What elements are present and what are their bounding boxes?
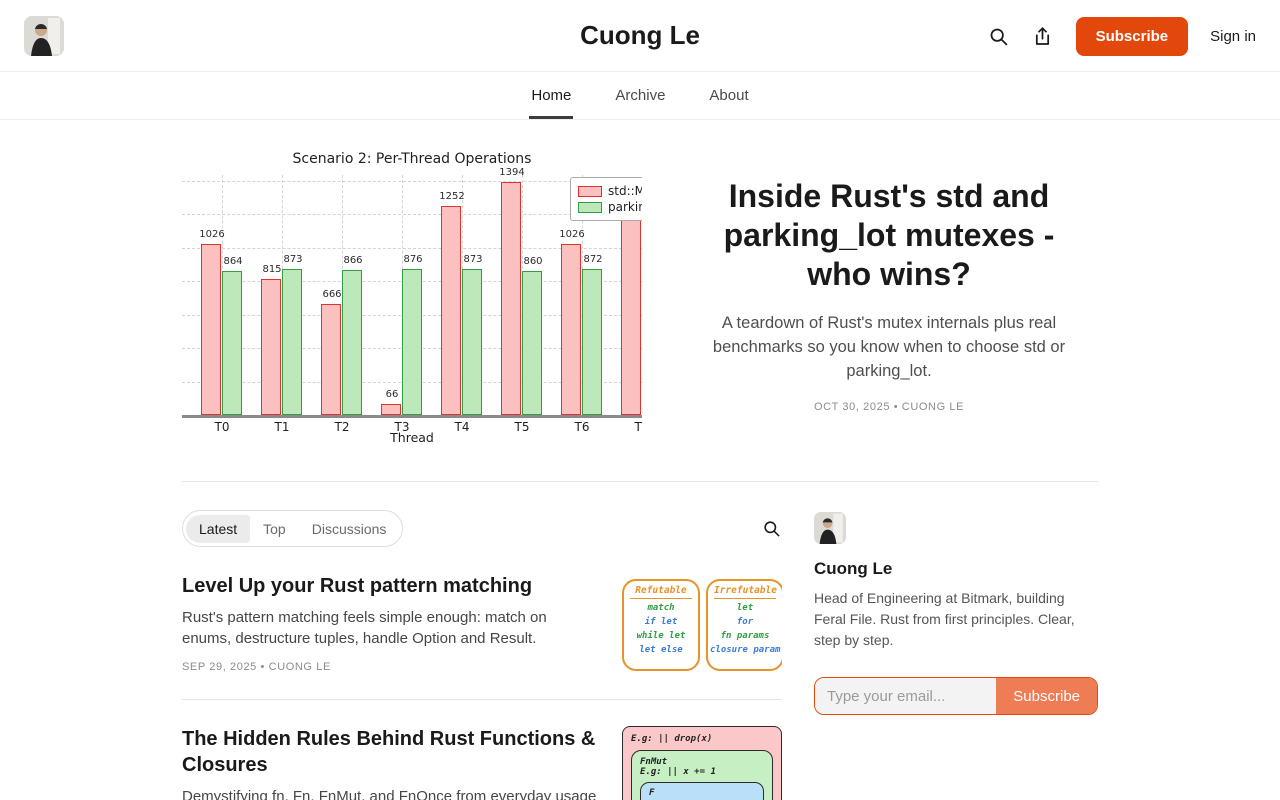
bar-parking_lot-T6 xyxy=(582,269,602,415)
bar-value-label: 860 xyxy=(523,256,543,268)
post-description: Rust's pattern matching feels simple eno… xyxy=(182,609,547,647)
bar-parking_lot-T4 xyxy=(462,269,482,415)
chart-title: Scenario 2: Per-Thread Operations xyxy=(292,151,532,167)
author-bio: Head of Engineering at Bitmark, building… xyxy=(814,590,1075,648)
bar-std::Mutex-T7 xyxy=(621,207,641,415)
x-tick-label: T5 xyxy=(514,420,530,434)
bar-std::Mutex-T0 xyxy=(201,243,221,415)
fnmut-box: FnMut E.g: || x += 1 F xyxy=(631,750,773,800)
bar-std::Mutex-T1 xyxy=(261,278,281,415)
author-name[interactable]: Cuong Le xyxy=(814,559,893,578)
bar-value-label: 873 xyxy=(283,254,303,266)
legend-entry-parkinglot: parking_lot xyxy=(578,199,642,215)
refutable-box: Refutable match if let while let let els… xyxy=(622,579,700,671)
chart-legend: std::Mutex parking_lot xyxy=(570,177,642,221)
x-tick-label: T4 xyxy=(454,420,470,434)
signin-link[interactable]: Sign in xyxy=(1210,27,1256,45)
bar-value-label: 866 xyxy=(343,255,363,267)
subscribe-form: Subscribe xyxy=(814,677,1098,715)
irrefutable-box: Irrefutable let for fn params closure pa… xyxy=(706,579,782,671)
post-thumbnail[interactable]: E.g: || drop(x) FnMut E.g: || x += 1 F xyxy=(622,726,782,800)
post-list-item: Level Up your Rust pattern matching Rust… xyxy=(182,547,782,699)
sidebar-subscribe-button[interactable]: Subscribe xyxy=(996,678,1097,714)
bar-value-label: 864 xyxy=(223,255,243,267)
gridline xyxy=(182,180,642,182)
bar-value-label: 1026 xyxy=(559,228,585,240)
bar-parking_lot-T5 xyxy=(522,271,542,415)
bar-value-label: 1026 xyxy=(199,228,225,240)
post-title[interactable]: The Hidden Rules Behind Rust Functions &… xyxy=(182,728,596,776)
bar-value-label: 1252 xyxy=(439,190,465,202)
email-input[interactable] xyxy=(815,678,997,714)
bar-parking_lot-T1 xyxy=(282,269,302,415)
bar-parking_lot-T2 xyxy=(342,270,362,415)
featured-post-title[interactable]: Inside Rust's std and parking_lot mutexe… xyxy=(723,178,1055,293)
subscribe-button[interactable]: Subscribe xyxy=(1075,16,1189,56)
x-tick-label: T7 xyxy=(634,420,642,434)
x-tick-label: T1 xyxy=(274,420,290,434)
post-filter-tabs: Latest Top Discussions xyxy=(182,510,404,547)
fn-box: F xyxy=(640,782,764,800)
tab-top[interactable]: Top xyxy=(263,520,286,537)
publication-logo[interactable] xyxy=(24,16,64,56)
featured-post-subtitle: A teardown of Rust's mutex internals plu… xyxy=(712,314,1066,380)
bar-value-label: 66 xyxy=(385,388,399,400)
section-divider xyxy=(182,481,1098,482)
bar-value-label: 1394 xyxy=(499,167,525,178)
x-tick-label: T6 xyxy=(574,420,590,434)
bar-value-label: 876 xyxy=(403,253,423,265)
site-header: Cuong Le Subscribe Sign in xyxy=(0,0,1280,72)
x-tick-label: T2 xyxy=(334,420,350,434)
legend-entry-std: std::Mutex xyxy=(578,183,642,199)
search-icon[interactable] xyxy=(988,25,1010,47)
post-list-item: The Hidden Rules Behind Rust Functions &… xyxy=(182,699,782,800)
legend-swatch-green xyxy=(578,201,602,213)
x-tick-label: T3 xyxy=(394,420,410,434)
avatar-photo xyxy=(24,16,64,56)
chart-x-axis-label: Thread xyxy=(390,430,434,443)
bar-std::Mutex-T2 xyxy=(321,303,341,415)
nav-tab-home[interactable]: Home xyxy=(529,72,574,119)
nav-tab-archive[interactable]: Archive xyxy=(615,87,666,104)
author-avatar[interactable] xyxy=(814,512,846,544)
author-sidebar: Cuong Le Head of Engineering at Bitmark,… xyxy=(814,510,1098,800)
featured-post-image[interactable]: Scenario 2: Per-Thread Operations T0 1026… xyxy=(182,147,642,443)
bar-value-label: 872 xyxy=(583,254,603,266)
nav-tab-about[interactable]: About xyxy=(709,87,749,104)
post-description: Demystifying fn, Fn, FnMut, and FnOnce f… xyxy=(182,788,597,800)
post-title[interactable]: Level Up your Rust pattern matching xyxy=(182,575,533,597)
avatar-photo xyxy=(814,512,846,544)
bar-std::Mutex-T6 xyxy=(561,243,581,415)
featured-post: Scenario 2: Per-Thread Operations T0 1026… xyxy=(182,147,1098,443)
x-tick-label: T0 xyxy=(214,420,230,434)
bar-std::Mutex-T3 xyxy=(381,403,401,415)
bar-std::Mutex-T5 xyxy=(501,182,521,415)
main-nav: Home Archive About xyxy=(0,72,1280,120)
bar-std::Mutex-T4 xyxy=(441,205,461,415)
gridline xyxy=(182,247,642,249)
bar-value-label: 666 xyxy=(322,288,342,300)
bar-value-label: 815 xyxy=(262,263,282,275)
bar-parking_lot-T3 xyxy=(402,268,422,415)
tab-latest[interactable]: Latest xyxy=(186,514,251,543)
post-search-icon[interactable] xyxy=(760,518,782,540)
publication-title: Cuong Le xyxy=(580,20,700,50)
share-icon[interactable] xyxy=(1032,25,1054,47)
bar-value-label: 873 xyxy=(463,254,483,266)
tab-discussions[interactable]: Discussions xyxy=(311,520,387,537)
gridline xyxy=(182,214,642,216)
chart-x-axis xyxy=(182,415,642,418)
post-meta: SEP 29, 2025 • CUONG LE xyxy=(182,661,331,673)
bar-parking_lot-T0 xyxy=(222,270,242,415)
legend-swatch-red xyxy=(578,185,602,197)
post-thumbnail[interactable]: Refutable match if let while let let els… xyxy=(622,573,782,671)
fnonce-box: E.g: || drop(x) FnMut E.g: || x += 1 F xyxy=(622,726,782,800)
featured-post-meta: OCT 30, 2025 • CUONG LE xyxy=(813,400,965,413)
